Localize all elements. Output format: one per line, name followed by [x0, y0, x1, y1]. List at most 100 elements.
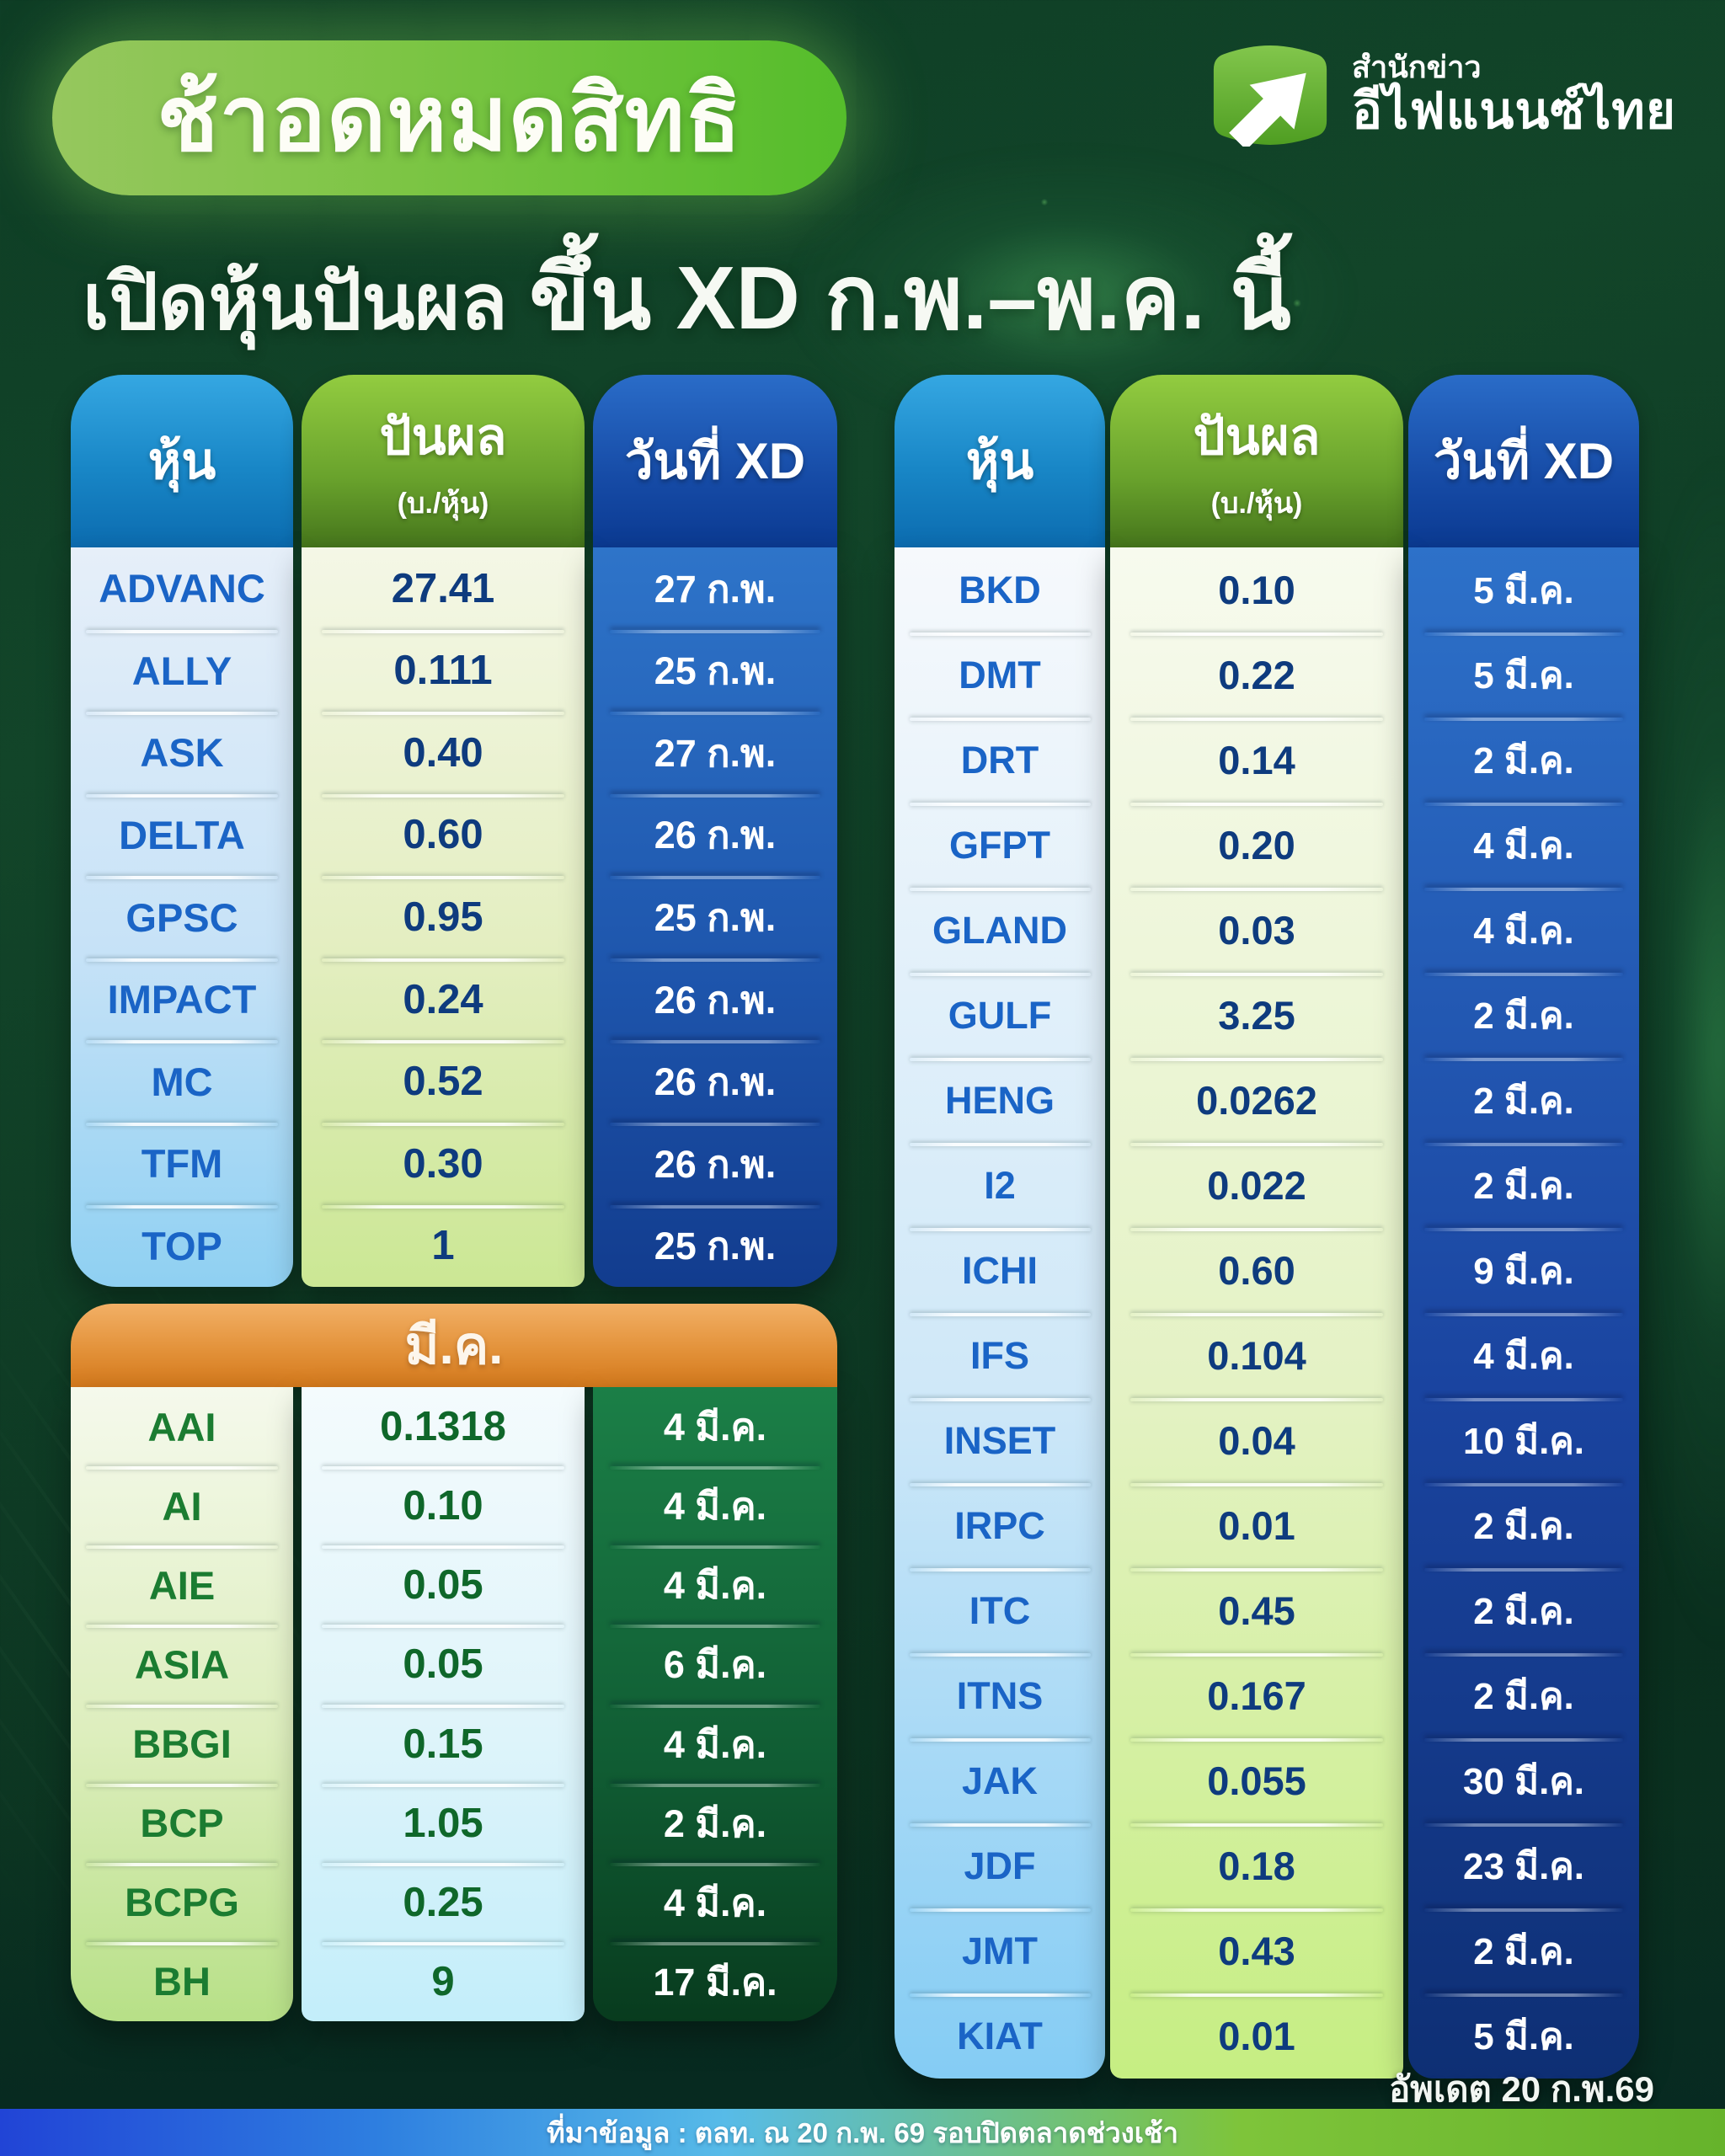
- xd-date-cell: 4 มี.ค.: [593, 1704, 837, 1784]
- xd-header-label: วันที่ XD: [1433, 433, 1615, 489]
- dividend-cell: 0.30: [302, 1122, 585, 1205]
- dividend-cell: 0.18: [1110, 1823, 1403, 1908]
- dividend-cell: 0.45: [1110, 1568, 1403, 1653]
- right-dividend-column: 0.10 0.22 0.14 0.20 0.03 3.25 0.0262 0.022 0.60 0…: [1110, 547, 1403, 2079]
- xd-date-cell: 2 มี.ค.: [1408, 1143, 1639, 1228]
- right-xd-column: 5 มี.ค. 5 มี.ค. 2 มี.ค. 4 มี.ค. 4 มี.ค. 2 มี.…: [1408, 547, 1639, 2079]
- dividend-cell: 0.04: [1110, 1398, 1403, 1483]
- march-section-header: มี.ค.: [71, 1304, 837, 1387]
- dividend-cell: 0.01: [1110, 1993, 1403, 2079]
- march-section-label: มี.ค.: [404, 1316, 504, 1375]
- right-stock-column-header: หุ้น: [895, 375, 1105, 547]
- xd-date-cell: 27 ก.พ.: [593, 712, 837, 794]
- stock-cell: GULF: [895, 973, 1105, 1058]
- stock-cell: TFM: [71, 1122, 293, 1205]
- stock-cell: MC: [71, 1040, 293, 1123]
- source-bar: ที่มาข้อมูล : ตลท. ณ 20 ก.พ. 69 รอบปิดตล…: [0, 2109, 1725, 2156]
- dividend-cell: 0.24: [302, 958, 585, 1041]
- xd-date-cell: 17 มี.ค.: [593, 1941, 837, 2021]
- stock-cell: ADVANC: [99, 566, 265, 611]
- dividend-cell: 3.25: [1110, 973, 1403, 1058]
- stock-cell: BCPG: [71, 1862, 293, 1942]
- xd-date-cell: 30 มี.ค.: [1408, 1738, 1639, 1823]
- xd-date-cell: 9 มี.ค.: [1408, 1228, 1639, 1313]
- stock-cell: I2: [895, 1143, 1105, 1228]
- stock-cell: JDF: [895, 1823, 1105, 1908]
- dividend-cell: 0.10: [302, 1466, 585, 1545]
- dividend-cell: 0.0262: [1110, 1058, 1403, 1143]
- dividend-cell: 0.52: [302, 1040, 585, 1123]
- stock-cell: ASK: [71, 712, 293, 794]
- stock-cell: ITC: [895, 1568, 1105, 1653]
- dividend-cell: 1.05: [302, 1783, 585, 1863]
- dividend-cell: 0.60: [302, 793, 585, 877]
- stock-cell: BBGI: [71, 1704, 293, 1784]
- stock-cell: KIAT: [895, 1993, 1105, 2079]
- xd-date-cell: 26 ก.พ.: [593, 958, 837, 1041]
- stock-cell: DELTA: [71, 793, 293, 877]
- stock-header-label: หุ้น: [147, 433, 216, 489]
- xd-date-cell: 5 มี.ค.: [1408, 632, 1639, 718]
- feb-stock-column-header: หุ้น: [71, 375, 293, 547]
- xd-date-cell: 2 มี.ค.: [593, 1783, 837, 1863]
- xd-date-cell: 25 ก.พ.: [593, 629, 837, 712]
- stock-cell: IMPACT: [71, 958, 293, 1041]
- dividend-cell: 0.104: [1110, 1313, 1403, 1398]
- dividend-unit-label: (บ./หุ้น): [1210, 488, 1303, 520]
- xd-date-cell: 2 มี.ค.: [1408, 718, 1639, 803]
- dividend-cell: 0.95: [302, 876, 585, 958]
- publisher-logo-subtitle: สำนักข่าว: [1352, 50, 1482, 85]
- dividend-cell: 0.022: [1110, 1143, 1403, 1228]
- dividend-cell: 0.05: [302, 1545, 585, 1625]
- right-xd-column-header: วันที่ XD: [1408, 375, 1639, 547]
- xd-date-cell: 10 มี.ค.: [1408, 1398, 1639, 1483]
- feb-dividend-column: 27.41 0.111 0.40 0.60 0.95 0.24 0.52 0.30 1: [302, 547, 585, 1287]
- dividend-cell: 9: [302, 1941, 585, 2021]
- dividend-cell: 0.43: [1110, 1908, 1403, 1993]
- dividend-cell: 0.25: [302, 1862, 585, 1942]
- feb-dividend-column-header: ปันผล (บ./หุ้น): [302, 375, 585, 547]
- right-dividend-column-header: ปันผล (บ./หุ้น): [1110, 375, 1403, 547]
- stock-cell: DRT: [895, 718, 1105, 803]
- dividend-cell: 0.1318: [380, 1404, 506, 1450]
- xd-date-cell: 2 มี.ค.: [1408, 973, 1639, 1058]
- march-xd-column: 4 มี.ค. 4 มี.ค. 4 มี.ค. 6 มี.ค. 4 มี.ค. 2 มี.…: [593, 1387, 837, 2021]
- stock-cell: AIE: [71, 1545, 293, 1625]
- xd-date-cell: 23 มี.ค.: [1408, 1823, 1639, 1908]
- stock-cell: TOP: [71, 1204, 293, 1288]
- stock-cell: BKD: [959, 568, 1041, 611]
- headline-badge-label: ช้าอดหมดสิทธิ: [157, 67, 742, 169]
- xd-date-cell: 25 ก.พ.: [593, 876, 837, 958]
- dividend-cell: 0.14: [1110, 718, 1403, 803]
- dividend-cell: 0.40: [302, 712, 585, 794]
- xd-date-cell: 4 มี.ค.: [593, 1545, 837, 1625]
- dividend-cell: 0.60: [1110, 1228, 1403, 1313]
- feb-xd-column: 27 ก.พ. 25 ก.พ. 27 ก.พ. 26 ก.พ. 25 ก.พ. 26 ก.…: [593, 547, 837, 1287]
- dividend-cell: 0.055: [1110, 1738, 1403, 1823]
- stock-cell: GFPT: [895, 803, 1105, 888]
- right-stock-column: BKD DMT DRT GFPT GLAND GULF HENG I2 ICHI IFS INSET…: [895, 547, 1105, 2079]
- xd-date-cell: 4 มี.ค.: [1408, 803, 1639, 888]
- dividend-unit-label: (บ./หุ้น): [397, 488, 489, 520]
- stock-cell: ICHI: [895, 1228, 1105, 1313]
- dividend-cell: 0.111: [302, 629, 585, 712]
- dividend-cell: 27.41: [391, 565, 495, 611]
- dividend-cell: 0.05: [302, 1625, 585, 1704]
- dividend-cell: 0.167: [1110, 1653, 1403, 1738]
- feb-table: หุ้น ปันผล (บ./หุ้น) วันที่ XD ADVANC ALL…: [71, 375, 837, 1287]
- xd-date-cell: 26 ก.พ.: [593, 1122, 837, 1205]
- headline-badge: ช้าอดหมดสิทธิ: [52, 40, 846, 195]
- publisher-logo: สำนักข่าว อีไฟแนนซ์ไทย: [1207, 44, 1676, 147]
- growth-arrow-icon: [1213, 45, 1327, 147]
- march-dividend-column: 0.1318 0.10 0.05 0.05 0.15 1.05 0.25 9: [302, 1387, 585, 2021]
- stock-cell: HENG: [895, 1058, 1105, 1143]
- stock-cell: ASIA: [71, 1625, 293, 1704]
- dividend-cell: 0.22: [1110, 632, 1403, 718]
- publisher-logo-text: สำนักข่าว อีไฟแนนซ์ไทย: [1352, 51, 1676, 139]
- stock-cell: IRPC: [895, 1483, 1105, 1568]
- stock-cell: AI: [71, 1466, 293, 1545]
- stock-cell: JMT: [895, 1908, 1105, 1993]
- dividend-cell: 1: [302, 1204, 585, 1288]
- xd-date-cell: 2 มี.ค.: [1408, 1653, 1639, 1738]
- dividend-cell: 0.10: [1218, 568, 1295, 612]
